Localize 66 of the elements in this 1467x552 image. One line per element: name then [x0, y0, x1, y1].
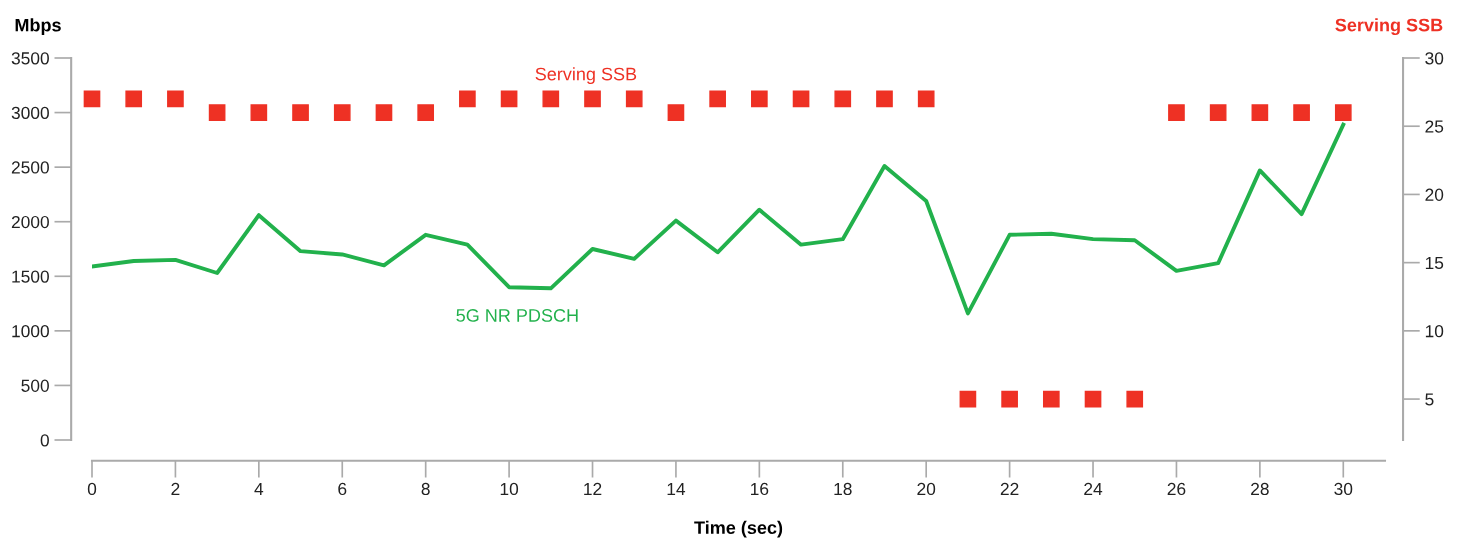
point: [667, 104, 685, 121]
point: [1334, 104, 1352, 121]
y2-tick-label: 20: [1425, 188, 1444, 201]
x-tick-label: 2: [171, 482, 180, 495]
x-tick-label: 14: [667, 483, 686, 495]
point: [125, 90, 143, 108]
x-tick-label: 28: [1251, 482, 1269, 496]
point: [1168, 104, 1185, 121]
point: [208, 104, 226, 121]
y2-axis-title: Serving SSB: [1335, 18, 1443, 36]
y2-tick-label: 15: [1425, 256, 1444, 270]
x-tick-label: 26: [1167, 482, 1186, 496]
x-tick-label: 24: [1084, 482, 1103, 495]
x-tick-label: 18: [834, 482, 852, 496]
x-tick-label: 12: [584, 482, 602, 495]
y-tick-label: 500: [21, 379, 49, 392]
x-tick-label: 6: [338, 482, 347, 496]
x-tick-label: 16: [751, 482, 769, 496]
x-tick-label: 4: [254, 483, 264, 495]
point: [1209, 104, 1227, 121]
y-tick-label: 1500: [12, 270, 49, 283]
point: [959, 390, 977, 408]
y-axis-title: Mbps: [15, 18, 61, 36]
point: [834, 90, 852, 108]
x-tick-label: 20: [917, 482, 936, 496]
series-label: 5G NR PDSCH: [456, 309, 578, 322]
point: [1001, 390, 1018, 408]
y-tick-label: 0: [40, 434, 49, 447]
point: [792, 90, 810, 108]
y2-tick-label: 30: [1425, 52, 1444, 65]
point: [167, 90, 184, 108]
point: [709, 90, 726, 108]
point: [1293, 104, 1310, 121]
x-tick-label: 30: [1334, 482, 1353, 496]
point: [876, 90, 893, 108]
x-tick-label: 10: [500, 482, 519, 496]
point: [83, 90, 101, 108]
x-axis-title: Time (sec): [694, 520, 783, 538]
x-tick-label: 8: [421, 482, 430, 496]
point: [625, 90, 643, 108]
point: [417, 104, 435, 121]
point: [584, 90, 601, 108]
point: [1084, 390, 1102, 408]
point: [333, 104, 351, 121]
series-label: Serving SSB: [535, 67, 637, 84]
point: [1251, 104, 1269, 121]
y2-tick-label: 5: [1425, 393, 1434, 406]
y-tick-label: 1000: [12, 325, 49, 338]
x-tick-label: 22: [1000, 482, 1019, 495]
point: [751, 90, 768, 108]
y-tick-label: 2500: [11, 161, 49, 174]
y-tick-label: 2000: [11, 215, 49, 229]
point: [917, 90, 935, 108]
y2-tick-label: 25: [1425, 120, 1444, 133]
point: [375, 104, 393, 121]
y-tick-label: 3500: [11, 52, 49, 65]
y-tick-label: 3000: [11, 106, 49, 120]
point: [250, 104, 268, 121]
point: [459, 90, 476, 108]
x-tick-label: 0: [87, 482, 97, 496]
point: [542, 90, 560, 108]
point: [500, 90, 518, 108]
y2-tick-label: 10: [1425, 325, 1444, 338]
point: [1042, 390, 1060, 408]
point: [292, 104, 309, 121]
point: [1126, 390, 1144, 408]
